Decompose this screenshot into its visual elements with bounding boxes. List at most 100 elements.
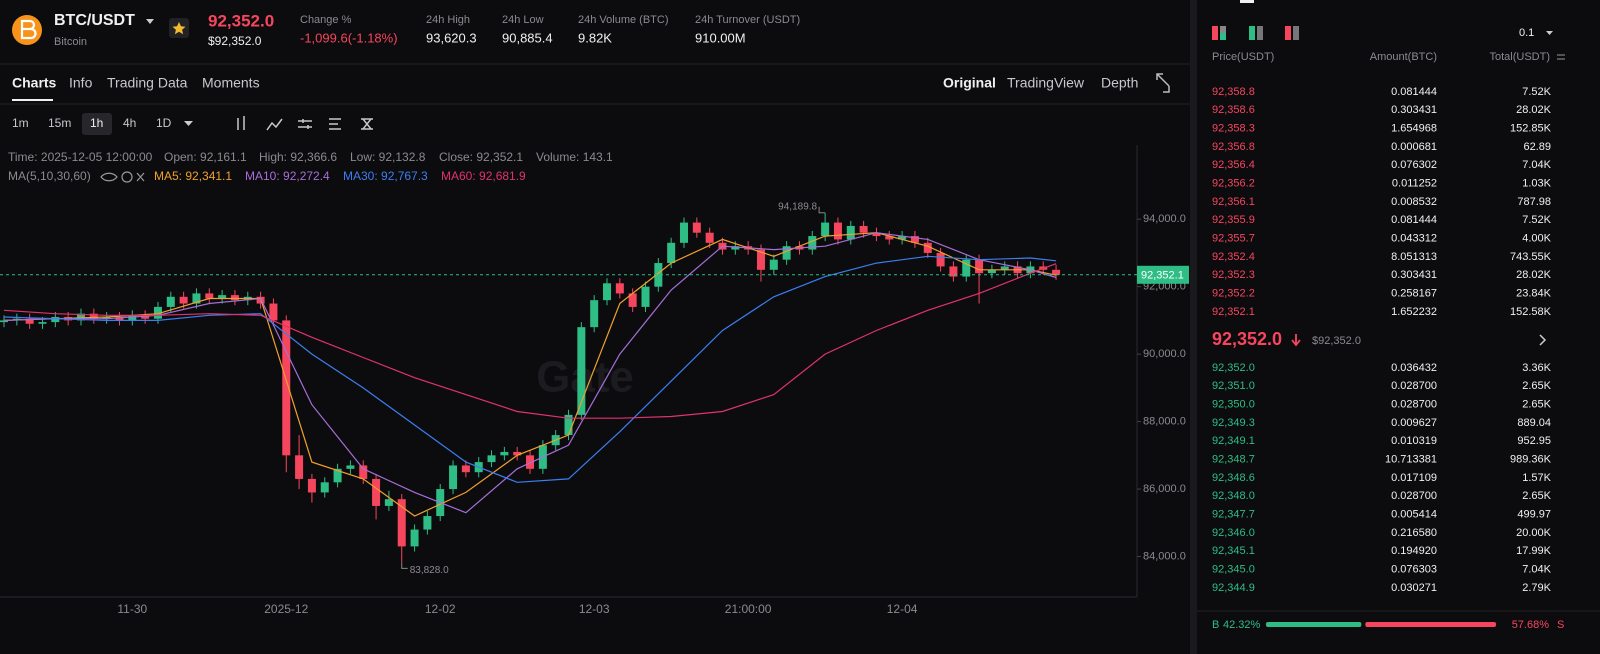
book-total: 62.89 [1523,141,1551,153]
book-price[interactable]: 92,358.3 [1212,123,1255,135]
view-tab[interactable]: TradingView [1007,75,1085,91]
book-price[interactable]: 92,349.3 [1212,417,1255,429]
candle-body [307,478,316,493]
book-price[interactable]: 92,346.0 [1212,527,1255,539]
view-tab[interactable]: Depth [1101,75,1138,91]
candle-body [654,263,663,287]
candle-body [384,499,393,506]
candle-body [692,222,701,233]
book-total: 17.99K [1516,545,1552,557]
book-amount: 0.303431 [1391,104,1437,116]
view-tab[interactable]: Original [943,75,996,91]
book-amount: 0.028700 [1391,380,1437,392]
candle-body [987,269,996,274]
book-amount: 0.303431 [1391,269,1437,281]
book-price[interactable]: 92,345.1 [1212,545,1255,557]
book-price[interactable]: 92,352.3 [1212,269,1255,281]
book-price[interactable]: 92,352.2 [1212,288,1255,300]
book-total: 3.36K [1522,362,1551,374]
candle-body [410,529,419,547]
book-price[interactable]: 92,344.9 [1212,582,1255,594]
mode-both[interactable] [1212,26,1218,40]
book-price[interactable]: 92,358.6 [1212,104,1255,116]
interval[interactable]: 15m [48,116,71,130]
candle-body [910,236,919,243]
tab[interactable]: Moments [202,75,260,91]
book-price[interactable]: 92,347.7 [1212,509,1255,521]
stat-label: Change % [300,14,352,26]
settings-icon[interactable] [298,119,312,129]
book-total: 499.97 [1517,509,1551,521]
book-total: 743.55K [1510,251,1552,263]
book-amount: 0.011252 [1392,178,1437,190]
buy-bar [1266,622,1362,627]
book-total: 2.79K [1522,582,1551,594]
candle-body [0,320,8,323]
legend-entry: MA30: 92,767.3 [343,169,428,183]
fullscreen-icon[interactable] [1156,73,1170,93]
book-price[interactable]: 92,358.8 [1212,86,1255,98]
step-dropdown[interactable] [1546,31,1553,35]
interval[interactable]: 1m [12,116,29,130]
book-price[interactable]: 92,349.1 [1212,435,1255,447]
mid-price-usd: $92,352.0 [1312,335,1361,347]
book-price[interactable]: 92,351.0 [1212,380,1255,392]
legend-entry: MA60: 92,681.9 [441,169,526,183]
candle-body [564,414,573,436]
interval-dropdown[interactable] [184,121,193,126]
tab[interactable]: Trading Data [107,75,188,91]
book-price[interactable]: 92,352.0 [1212,362,1255,374]
y-tick-label: 90,000.0 [1143,348,1186,360]
book-price[interactable]: 92,350.0 [1212,399,1255,411]
interval[interactable]: 1h [90,116,103,130]
candle-body [923,242,932,253]
ohlc-info: High: 92,366.6 [259,150,337,164]
max-label: 94,189.8 [778,201,817,212]
book-price[interactable]: 92,352.1 [1212,306,1255,318]
book-total: 28.02K [1516,269,1552,281]
sell-letter: S [1557,619,1564,631]
indicator-icon[interactable] [266,118,283,131]
x-tick-label: 2025-12 [264,602,308,616]
book-price[interactable]: 92,356.8 [1212,141,1255,153]
book-price[interactable]: 92,355.9 [1212,214,1255,226]
book-price[interactable]: 92,345.0 [1212,564,1255,576]
min-label: 83,828.0 [410,565,449,576]
mode-asks[interactable] [1285,26,1291,40]
candle-body [590,300,599,328]
book-price[interactable]: 92,352.4 [1212,251,1255,263]
ma-controls[interactable] [100,171,145,183]
book-price[interactable]: 92,348.7 [1212,454,1255,466]
book-price[interactable]: 92,355.7 [1212,233,1255,245]
candle-body [615,283,624,294]
compare-icon[interactable] [361,118,373,130]
book-amount: 0.000681 [1391,141,1437,153]
x-tick-label: 12-02 [425,602,456,616]
candle-body [731,246,740,250]
book-price[interactable]: 92,356.2 [1212,178,1255,190]
tab[interactable]: Charts [12,75,57,91]
book-price[interactable]: 92,356.4 [1212,159,1255,171]
interval[interactable]: 1D [156,116,172,130]
book-price[interactable]: 92,348.6 [1212,472,1255,484]
interval[interactable]: 4h [123,116,136,130]
mode-bids[interactable] [1249,26,1255,40]
mode-both-part [1220,26,1226,33]
active-tab-underline [12,99,53,101]
pair-dropdown[interactable] [146,19,154,24]
book-price[interactable]: 92,356.1 [1212,196,1255,208]
candle-body [782,246,791,260]
candle-icon[interactable] [237,116,245,130]
price-step[interactable]: 0.1 [1519,27,1534,39]
candle-body [179,296,188,304]
pair[interactable]: BTC/USDT [54,12,135,29]
book-price[interactable]: 92,348.0 [1212,490,1255,502]
book-total: 1.57K [1522,472,1551,484]
draw-icon[interactable] [329,118,341,130]
total-toggle[interactable] [1557,54,1565,60]
stat-value: 910.00M [695,30,746,45]
expand-chevron[interactable] [1539,334,1547,346]
tab[interactable]: Info [69,75,93,91]
candle-body [205,293,214,299]
y-tick-label: 88,000.0 [1143,416,1186,428]
